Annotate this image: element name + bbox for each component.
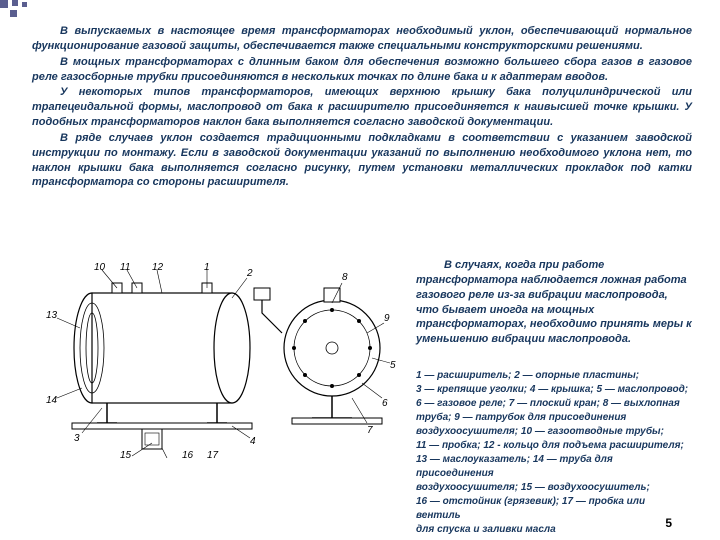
label-1: 1 <box>204 262 210 273</box>
corner-decoration <box>0 0 720 20</box>
legend-line-7: 13 — маслоуказатель; 14 — труба для прис… <box>416 453 692 481</box>
technical-diagram: 10 11 12 1 2 13 14 3 15 4 8 9 <box>32 258 402 458</box>
label-10: 10 <box>94 262 106 273</box>
label-15: 15 <box>120 450 132 458</box>
paragraph-2: В мощных трансформаторах с длинным баком… <box>32 55 692 85</box>
label-9: 9 <box>384 313 390 324</box>
legend-line-8: воздухоосушителя; 15 — воздухоосушитель; <box>416 481 692 495</box>
label-16: 16 <box>182 450 194 458</box>
main-text: В выпускаемых в настоящее время трансфор… <box>32 24 692 191</box>
legend-line-4: труба; 9 — патрубок для присоединения <box>416 411 692 425</box>
paragraph-4: В ряде случаев уклон создается традицион… <box>32 131 692 190</box>
page-number: 5 <box>665 516 672 530</box>
legend-line-10: для спуска и заливки масла <box>416 523 692 537</box>
label-13: 13 <box>46 310 58 321</box>
paragraph-1: В выпускаемых в настоящее время трансфор… <box>32 24 692 54</box>
figure-legend: 1 — расширитель; 2 — опорные пластины; 3… <box>416 369 692 537</box>
right-column: В случаях, когда при работе трансформато… <box>416 258 692 537</box>
label-3: 3 <box>74 433 80 444</box>
label-6: 6 <box>382 398 388 409</box>
label-5: 5 <box>390 360 396 371</box>
legend-line-6: 11 — пробка; 12 - кольцо для подъема рас… <box>416 439 692 453</box>
label-8: 8 <box>342 272 348 283</box>
legend-line-9: 16 — отстойник (грязевик); 17 — пробка и… <box>416 495 692 523</box>
label-12: 12 <box>152 262 164 273</box>
lower-section: 10 11 12 1 2 13 14 3 15 4 8 9 <box>32 258 692 537</box>
legend-line-5: воздухоосушителя; 10 — газоотводные труб… <box>416 425 692 439</box>
label-17: 17 <box>207 450 219 458</box>
paragraph-3: У некоторых типов трансформаторов, имеющ… <box>32 85 692 130</box>
legend-line-3: 6 — газовое реле; 7 — плоский кран; 8 — … <box>416 397 692 411</box>
legend-line-2: 3 — крепящие уголки; 4 — крышка; 5 — мас… <box>416 383 692 397</box>
label-11: 11 <box>120 262 130 273</box>
label-4: 4 <box>250 436 256 447</box>
legend-line-1: 1 — расширитель; 2 — опорные пластины; <box>416 369 692 383</box>
label-7: 7 <box>367 425 373 436</box>
label-14: 14 <box>46 395 58 406</box>
label-2: 2 <box>246 268 253 279</box>
side-paragraph: В случаях, когда при работе трансформато… <box>416 258 692 347</box>
